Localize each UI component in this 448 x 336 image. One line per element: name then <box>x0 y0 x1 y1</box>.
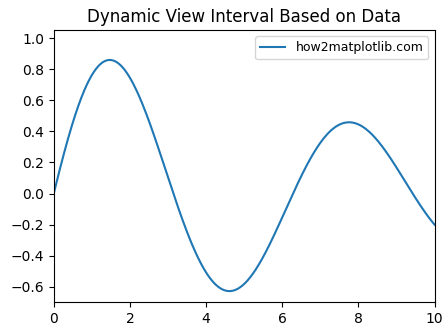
how2matplotlib.com <box>279 216 284 220</box>
how2matplotlib.com <box>236 286 241 290</box>
how2matplotlib.com <box>258 258 264 262</box>
how2matplotlib.com <box>365 128 370 132</box>
how2matplotlib.com <box>107 58 112 62</box>
how2matplotlib.com <box>233 288 239 292</box>
how2matplotlib.com <box>51 192 56 196</box>
Line: how2matplotlib.com: how2matplotlib.com <box>54 60 435 291</box>
how2matplotlib.com <box>227 289 232 293</box>
how2matplotlib.com <box>424 213 430 217</box>
Legend: how2matplotlib.com: how2matplotlib.com <box>255 37 428 59</box>
how2matplotlib.com <box>432 223 437 227</box>
Title: Dynamic View Interval Based on Data: Dynamic View Interval Based on Data <box>87 8 401 26</box>
